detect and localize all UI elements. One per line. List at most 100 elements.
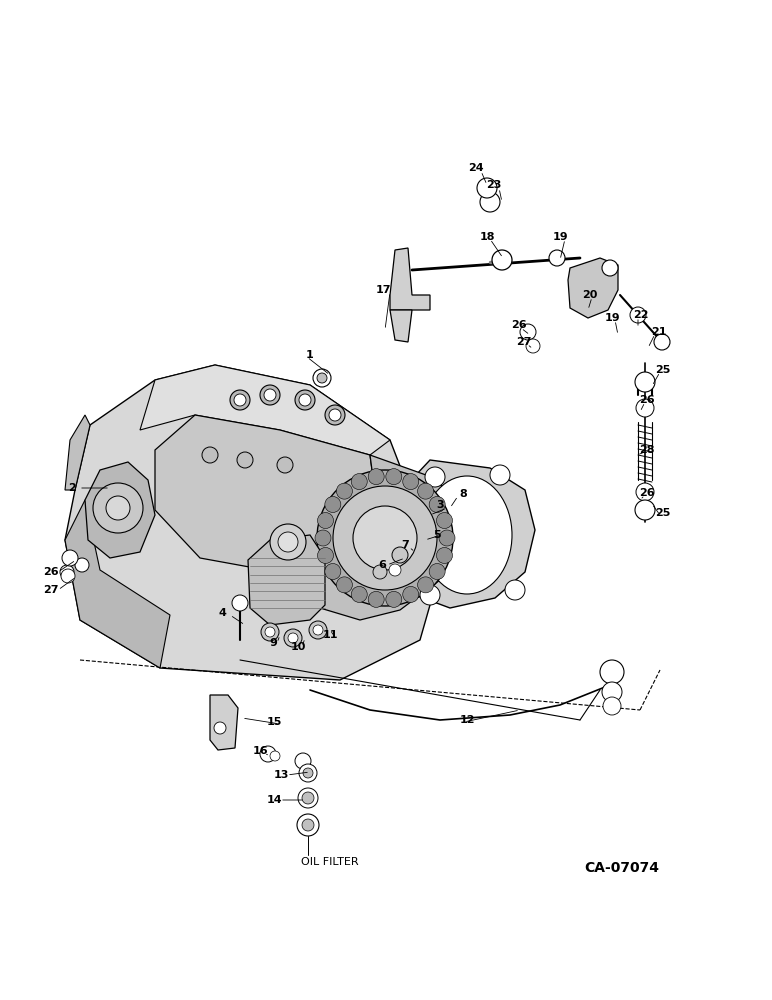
Circle shape (260, 746, 276, 762)
Polygon shape (400, 460, 535, 608)
Circle shape (298, 788, 318, 808)
Circle shape (403, 474, 418, 490)
Circle shape (106, 496, 130, 520)
Circle shape (297, 814, 319, 836)
Text: 13: 13 (273, 770, 289, 780)
Circle shape (635, 500, 655, 520)
Circle shape (315, 530, 331, 546)
Polygon shape (390, 248, 430, 310)
Text: 14: 14 (266, 795, 282, 805)
Circle shape (602, 682, 622, 702)
Circle shape (549, 250, 565, 266)
Circle shape (353, 506, 417, 570)
Text: 19: 19 (605, 313, 621, 323)
Circle shape (260, 385, 280, 405)
Circle shape (351, 474, 367, 490)
Circle shape (477, 178, 497, 198)
Circle shape (418, 483, 434, 499)
Polygon shape (210, 695, 238, 750)
Circle shape (214, 722, 226, 734)
Text: 19: 19 (554, 232, 569, 242)
Circle shape (325, 496, 341, 512)
Circle shape (75, 558, 89, 572)
Polygon shape (568, 258, 618, 318)
Circle shape (295, 390, 315, 410)
Text: 17: 17 (375, 285, 391, 295)
Circle shape (439, 530, 455, 546)
Circle shape (520, 324, 536, 340)
Text: 25: 25 (655, 365, 671, 375)
Circle shape (386, 591, 401, 607)
Circle shape (386, 469, 401, 485)
Text: 6: 6 (378, 560, 386, 570)
Circle shape (602, 260, 618, 276)
Circle shape (373, 565, 387, 579)
Polygon shape (85, 462, 155, 558)
Circle shape (299, 764, 317, 782)
Circle shape (654, 334, 670, 350)
Text: 5: 5 (433, 530, 441, 540)
Circle shape (636, 483, 654, 501)
Circle shape (277, 457, 293, 473)
Circle shape (62, 550, 78, 566)
Circle shape (261, 623, 279, 641)
Circle shape (202, 447, 218, 463)
Circle shape (480, 192, 500, 212)
Text: 7: 7 (401, 540, 409, 550)
Text: 26: 26 (43, 567, 59, 577)
Circle shape (389, 564, 401, 576)
Circle shape (317, 470, 453, 606)
Text: 9: 9 (269, 638, 277, 648)
Circle shape (302, 819, 314, 831)
Text: OIL FILTER: OIL FILTER (301, 857, 359, 867)
Text: 2: 2 (68, 483, 76, 493)
Circle shape (492, 250, 512, 270)
Circle shape (425, 467, 445, 487)
Text: 18: 18 (479, 232, 495, 242)
Circle shape (284, 629, 302, 647)
Text: CA-07074: CA-07074 (584, 861, 659, 875)
Text: 1: 1 (306, 350, 314, 360)
Circle shape (232, 595, 248, 611)
Text: 8: 8 (459, 489, 467, 499)
Circle shape (265, 627, 275, 637)
Circle shape (436, 513, 452, 529)
Circle shape (325, 405, 345, 425)
Circle shape (93, 483, 143, 533)
Text: 12: 12 (459, 715, 475, 725)
Text: 20: 20 (582, 290, 598, 300)
Text: 26: 26 (639, 488, 655, 498)
Circle shape (309, 621, 327, 639)
Circle shape (303, 768, 313, 778)
Polygon shape (390, 310, 412, 342)
Circle shape (61, 569, 75, 583)
Circle shape (317, 373, 327, 383)
Text: 28: 28 (639, 445, 655, 455)
Circle shape (288, 633, 298, 643)
Circle shape (317, 547, 334, 563)
Circle shape (392, 547, 408, 563)
Circle shape (436, 547, 452, 563)
Circle shape (264, 389, 276, 401)
Text: 22: 22 (633, 310, 648, 320)
Text: 23: 23 (486, 180, 502, 190)
Circle shape (368, 469, 384, 485)
Circle shape (636, 399, 654, 417)
Ellipse shape (422, 476, 512, 594)
Circle shape (60, 565, 74, 579)
Circle shape (600, 660, 624, 684)
Circle shape (351, 586, 367, 602)
Polygon shape (155, 415, 380, 578)
Text: 15: 15 (266, 717, 282, 727)
Circle shape (420, 585, 440, 605)
Circle shape (337, 577, 352, 593)
Text: 10: 10 (290, 642, 306, 652)
Circle shape (295, 753, 311, 769)
Text: 26: 26 (639, 395, 655, 405)
Polygon shape (65, 500, 170, 668)
Circle shape (270, 524, 306, 560)
Circle shape (234, 394, 246, 406)
Text: 26: 26 (511, 320, 527, 330)
Circle shape (429, 564, 445, 580)
Text: 27: 27 (43, 585, 59, 595)
